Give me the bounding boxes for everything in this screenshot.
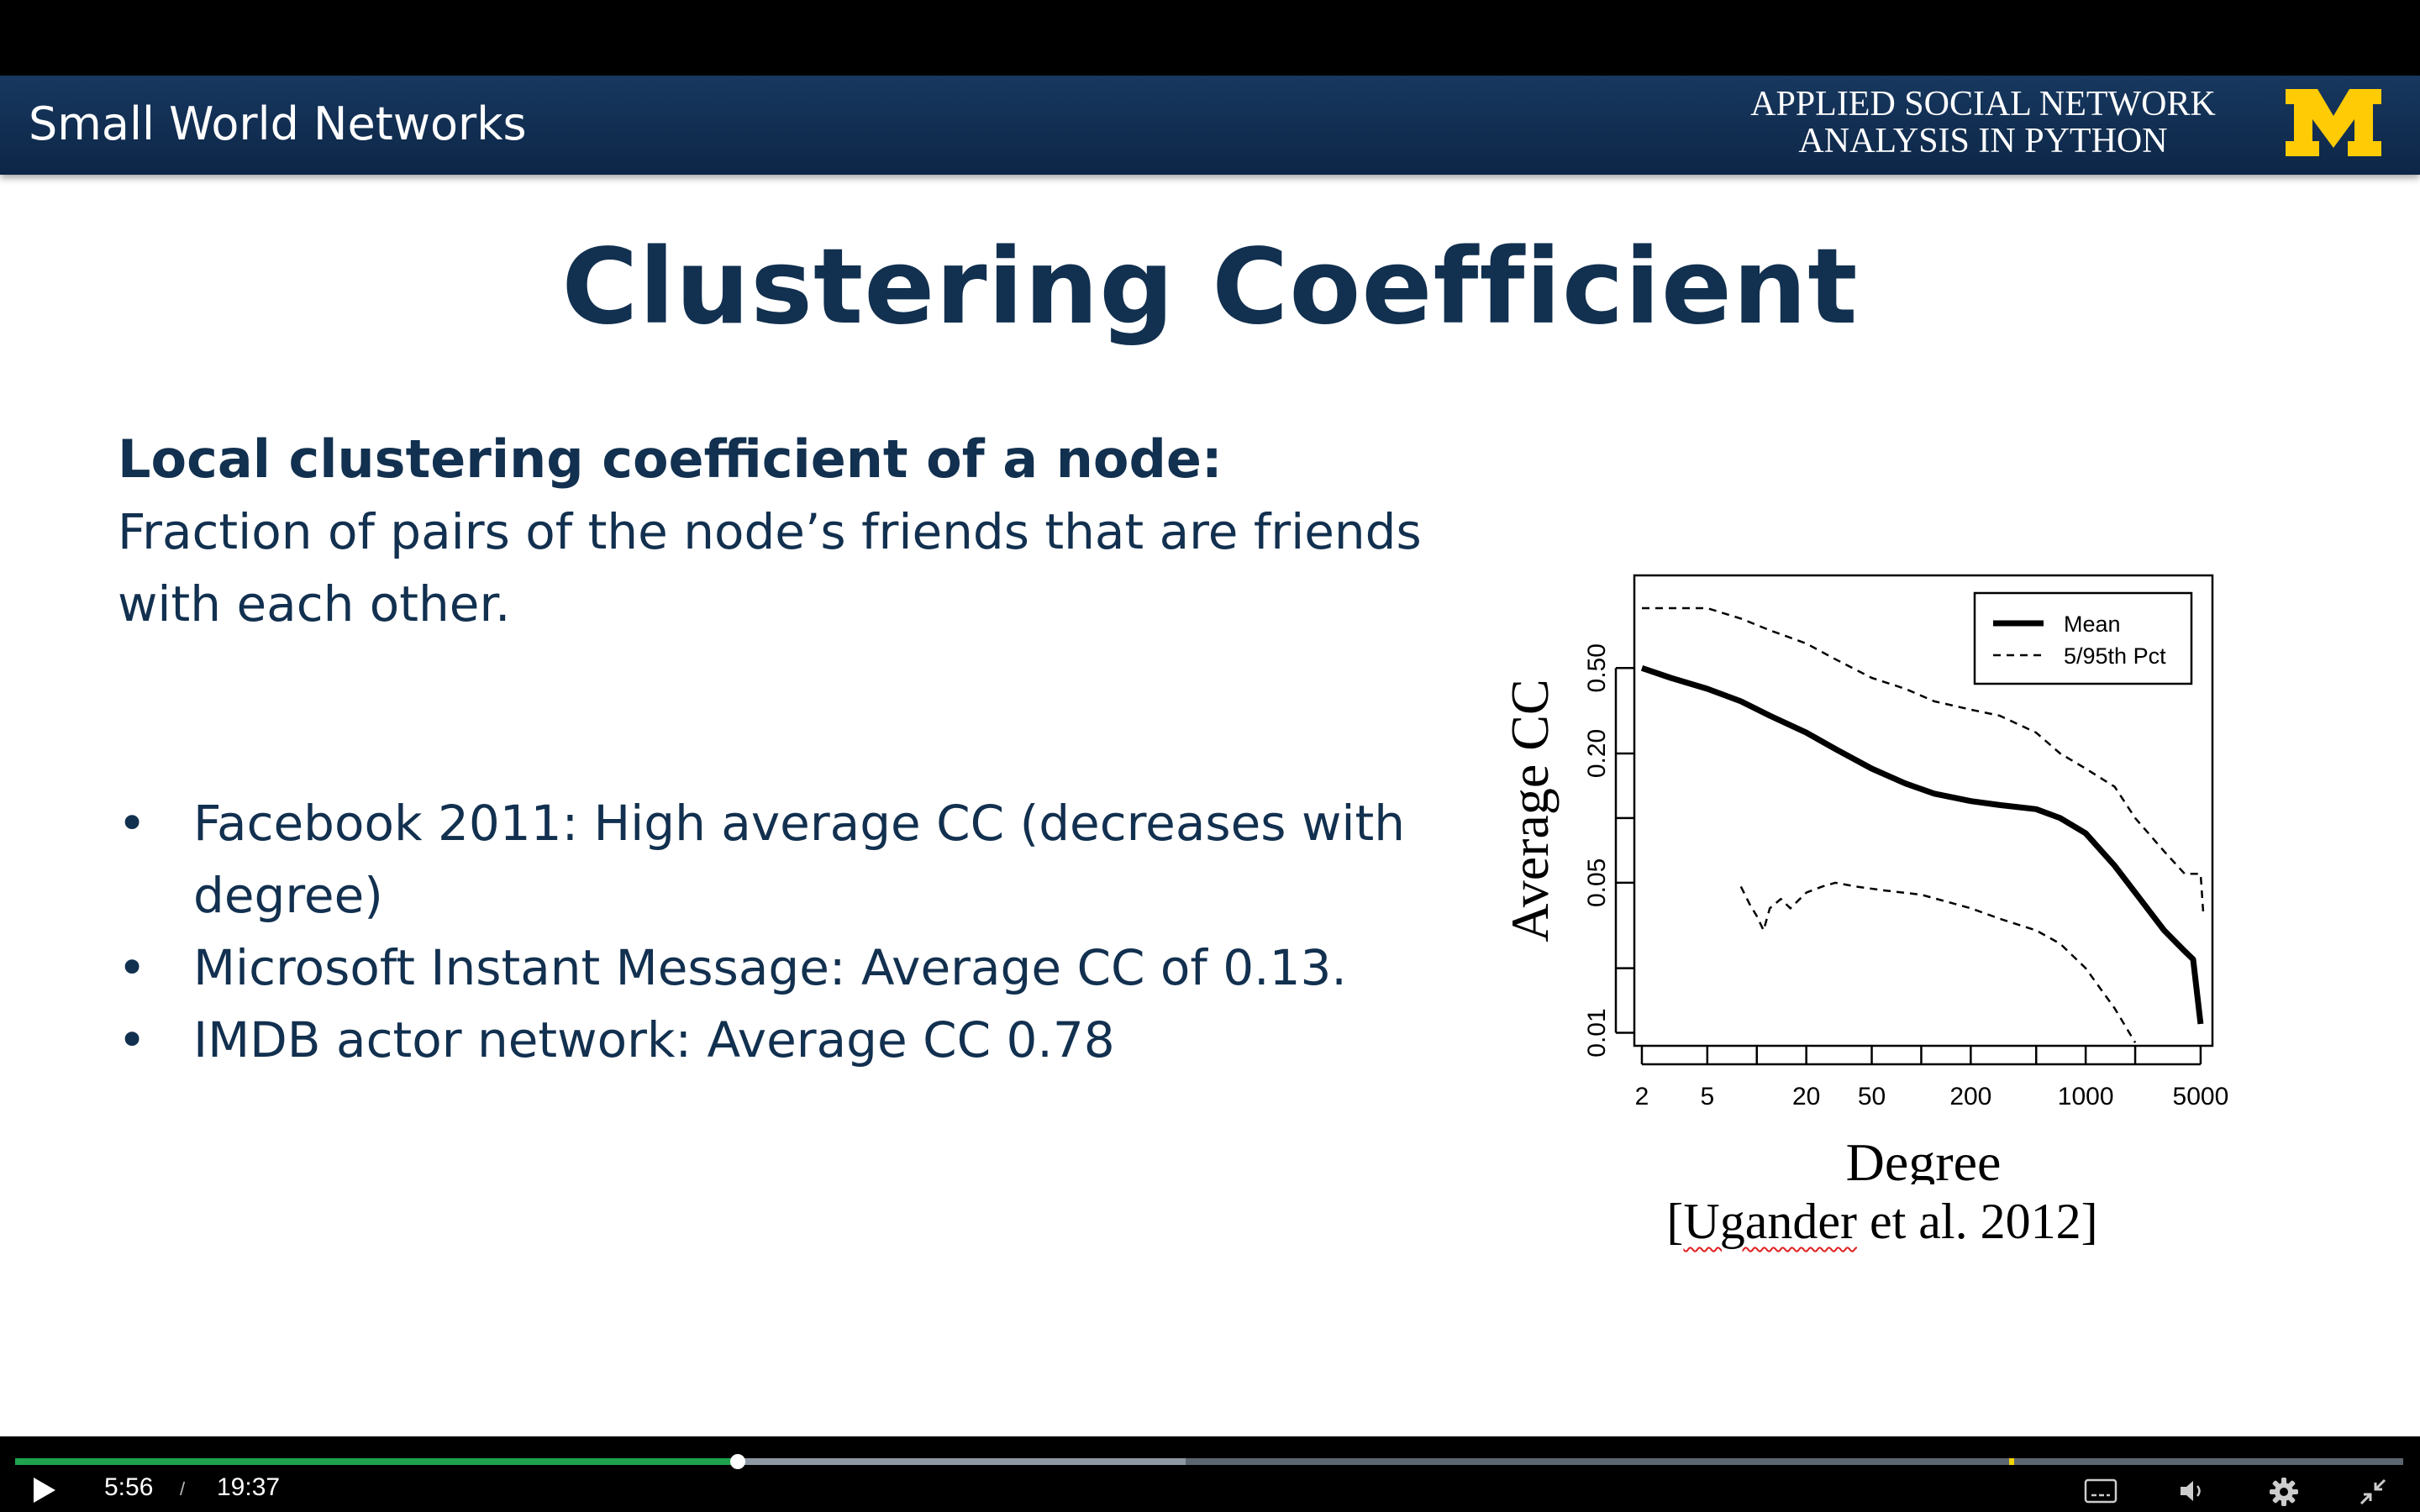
video-player-controls: 5:56 / 19:37 xyxy=(0,1436,2420,1512)
bullet-item: • Microsoft Instant Message: Average CC … xyxy=(118,932,1462,1004)
bullet-list: • Facebook 2011: High average CC (decrea… xyxy=(118,787,1462,1076)
bullet-text: Microsoft Instant Message: Average CC of… xyxy=(193,939,1347,996)
slide-title: Clustering Coefficient xyxy=(561,227,1859,348)
legend-label: Mean xyxy=(2064,612,2121,637)
bullet-text: Facebook 2011: High average CC (decrease… xyxy=(193,795,1406,852)
citation: [Ugander et al. 2012] xyxy=(1479,1193,2286,1251)
citation-open-bracket: [ xyxy=(1666,1194,1684,1249)
x-tick-label: 50 xyxy=(1858,1083,1886,1110)
percentile-series-line xyxy=(1739,881,2137,1043)
chapter-marker[interactable] xyxy=(2009,1458,2015,1465)
definition-line-2: with each other. xyxy=(118,575,511,633)
citation-author: Ugander xyxy=(1683,1194,1857,1249)
bullet-item: • IMDB actor network: Average CC 0.78 xyxy=(118,1004,1462,1076)
bullet-glyph: • xyxy=(118,795,147,852)
play-icon[interactable] xyxy=(29,1475,59,1505)
x-tick-label: 2 xyxy=(1635,1083,1649,1110)
course-name: APPLIED SOCIAL NETWORK ANALYSIS IN PYTHO… xyxy=(1731,86,2235,160)
x-axis-label: Degree xyxy=(1846,1132,2002,1184)
clustering-chart-figure: 2 5 20 50 200 1000 5000 0.01 0.05 0.20 0.50 Degree A… xyxy=(1479,479,2269,1285)
volume-icon[interactable] xyxy=(2178,1478,2207,1504)
bullet-glyph: • xyxy=(118,1011,147,1068)
y-axis-label: Average CC xyxy=(1500,679,1560,942)
duration: 19:37 xyxy=(217,1473,281,1501)
bullet-text-continued: degree) xyxy=(193,867,383,924)
closed-captions-icon[interactable] xyxy=(2084,1478,2118,1504)
bullet-glyph: • xyxy=(118,939,147,996)
letterbox-top xyxy=(0,0,2420,76)
current-time: 5:56 xyxy=(104,1473,154,1501)
course-name-line-2: ANALYSIS IN PYTHON xyxy=(1798,122,2168,160)
legend-label: 5/95th Pct xyxy=(2064,643,2166,669)
clustering-chart: 2 5 20 50 200 1000 5000 0.01 0.05 0.20 0.50 Degree A… xyxy=(1500,574,2229,1184)
settings-gear-icon[interactable] xyxy=(2269,1477,2299,1507)
y-tick-label: 0.01 xyxy=(1583,1008,1611,1057)
definition-text: Fraction of pairs of the node’s friends … xyxy=(118,496,1462,640)
definition-line-1: Fraction of pairs of the node’s friends … xyxy=(118,503,1422,560)
percentile-series-line xyxy=(1642,606,2205,916)
course-name-line-1: APPLIED SOCIAL NETWORK xyxy=(1750,85,2216,123)
citation-rest: et al. 2012] xyxy=(1856,1194,2098,1249)
bullet-text: IMDB actor network: Average CC 0.78 xyxy=(193,1011,1115,1068)
x-tick-label: 5 xyxy=(1700,1083,1714,1110)
slide: Small World Networks APPLIED SOCIAL NETW… xyxy=(0,76,2420,1436)
banner-title: Small World Networks xyxy=(29,97,527,150)
time-separator: / xyxy=(180,1478,186,1499)
y-tick-label: 0.50 xyxy=(1583,643,1611,692)
university-logo-icon xyxy=(2286,89,2381,156)
played-bar xyxy=(15,1458,738,1465)
x-tick-label: 5000 xyxy=(2173,1083,2229,1110)
seek-bar[interactable] xyxy=(15,1454,2403,1469)
x-tick-label: 20 xyxy=(1792,1083,1820,1110)
seek-handle[interactable] xyxy=(729,1454,745,1469)
legend-box xyxy=(1973,591,2193,685)
y-tick-label: 0.20 xyxy=(1583,729,1611,778)
exit-fullscreen-icon[interactable] xyxy=(2358,1477,2388,1507)
slide-banner: Small World Networks APPLIED SOCIAL NETW… xyxy=(0,76,2420,175)
x-tick-label: 1000 xyxy=(2058,1083,2114,1110)
bullet-item: • Facebook 2011: High average CC (decrea… xyxy=(118,787,1462,932)
definition-heading: Local clustering coefficient of a node: xyxy=(118,428,1223,490)
plot-frame xyxy=(1633,574,2214,1047)
mean-series-line xyxy=(1640,664,2204,1025)
y-tick-label: 0.05 xyxy=(1583,858,1611,907)
x-tick-label: 200 xyxy=(1949,1083,1991,1110)
